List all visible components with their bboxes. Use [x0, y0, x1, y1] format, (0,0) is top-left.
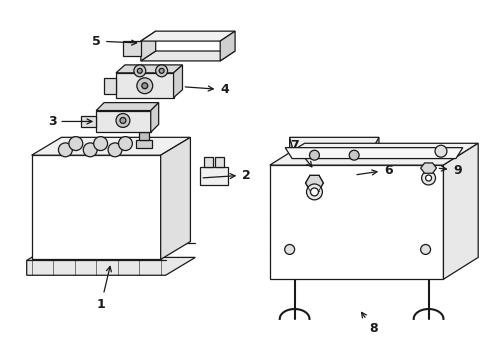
Text: 4: 4 [185, 83, 229, 96]
Polygon shape [141, 31, 235, 41]
Circle shape [435, 145, 447, 157]
Polygon shape [285, 148, 463, 158]
Polygon shape [420, 163, 437, 173]
Text: 1: 1 [97, 266, 111, 311]
Circle shape [119, 137, 132, 150]
Polygon shape [81, 116, 96, 127]
Bar [204, 157, 213, 167]
Polygon shape [369, 137, 379, 165]
Circle shape [108, 143, 122, 157]
Circle shape [83, 143, 97, 157]
Polygon shape [141, 51, 235, 61]
Text: 3: 3 [48, 115, 92, 128]
Polygon shape [116, 65, 182, 73]
Circle shape [310, 150, 319, 160]
Bar [136, 140, 152, 148]
Text: 7: 7 [290, 139, 312, 167]
Polygon shape [32, 137, 191, 155]
Polygon shape [443, 143, 478, 279]
Circle shape [134, 65, 146, 77]
Circle shape [58, 143, 73, 157]
Circle shape [142, 83, 148, 89]
Polygon shape [116, 73, 173, 98]
Polygon shape [270, 143, 478, 165]
Polygon shape [96, 103, 159, 111]
Bar [140, 132, 149, 140]
Polygon shape [173, 65, 182, 98]
Circle shape [349, 150, 359, 160]
Circle shape [285, 244, 294, 255]
Text: 6: 6 [357, 163, 392, 176]
Polygon shape [306, 175, 323, 191]
Circle shape [156, 65, 168, 77]
Text: 8: 8 [362, 312, 378, 336]
Polygon shape [290, 147, 379, 165]
Circle shape [311, 188, 319, 196]
Text: 9: 9 [439, 163, 462, 176]
Polygon shape [96, 111, 151, 132]
Bar [215, 157, 224, 167]
Circle shape [307, 184, 322, 200]
Polygon shape [26, 243, 196, 275]
Polygon shape [270, 165, 443, 279]
Polygon shape [220, 31, 235, 61]
Circle shape [421, 171, 436, 185]
Circle shape [120, 117, 126, 123]
Polygon shape [151, 103, 159, 132]
Circle shape [69, 137, 83, 150]
Polygon shape [290, 137, 294, 165]
Text: 5: 5 [93, 35, 137, 48]
Polygon shape [123, 41, 141, 56]
Polygon shape [32, 155, 161, 260]
Circle shape [420, 244, 431, 255]
Bar [200, 167, 228, 185]
Circle shape [137, 68, 142, 73]
Circle shape [137, 78, 153, 94]
Circle shape [159, 68, 164, 73]
Polygon shape [141, 31, 156, 61]
Circle shape [426, 175, 432, 181]
Circle shape [116, 113, 130, 127]
Circle shape [94, 137, 108, 150]
Polygon shape [290, 137, 379, 155]
Text: 2: 2 [203, 168, 251, 181]
Polygon shape [161, 137, 191, 260]
Polygon shape [104, 78, 116, 94]
